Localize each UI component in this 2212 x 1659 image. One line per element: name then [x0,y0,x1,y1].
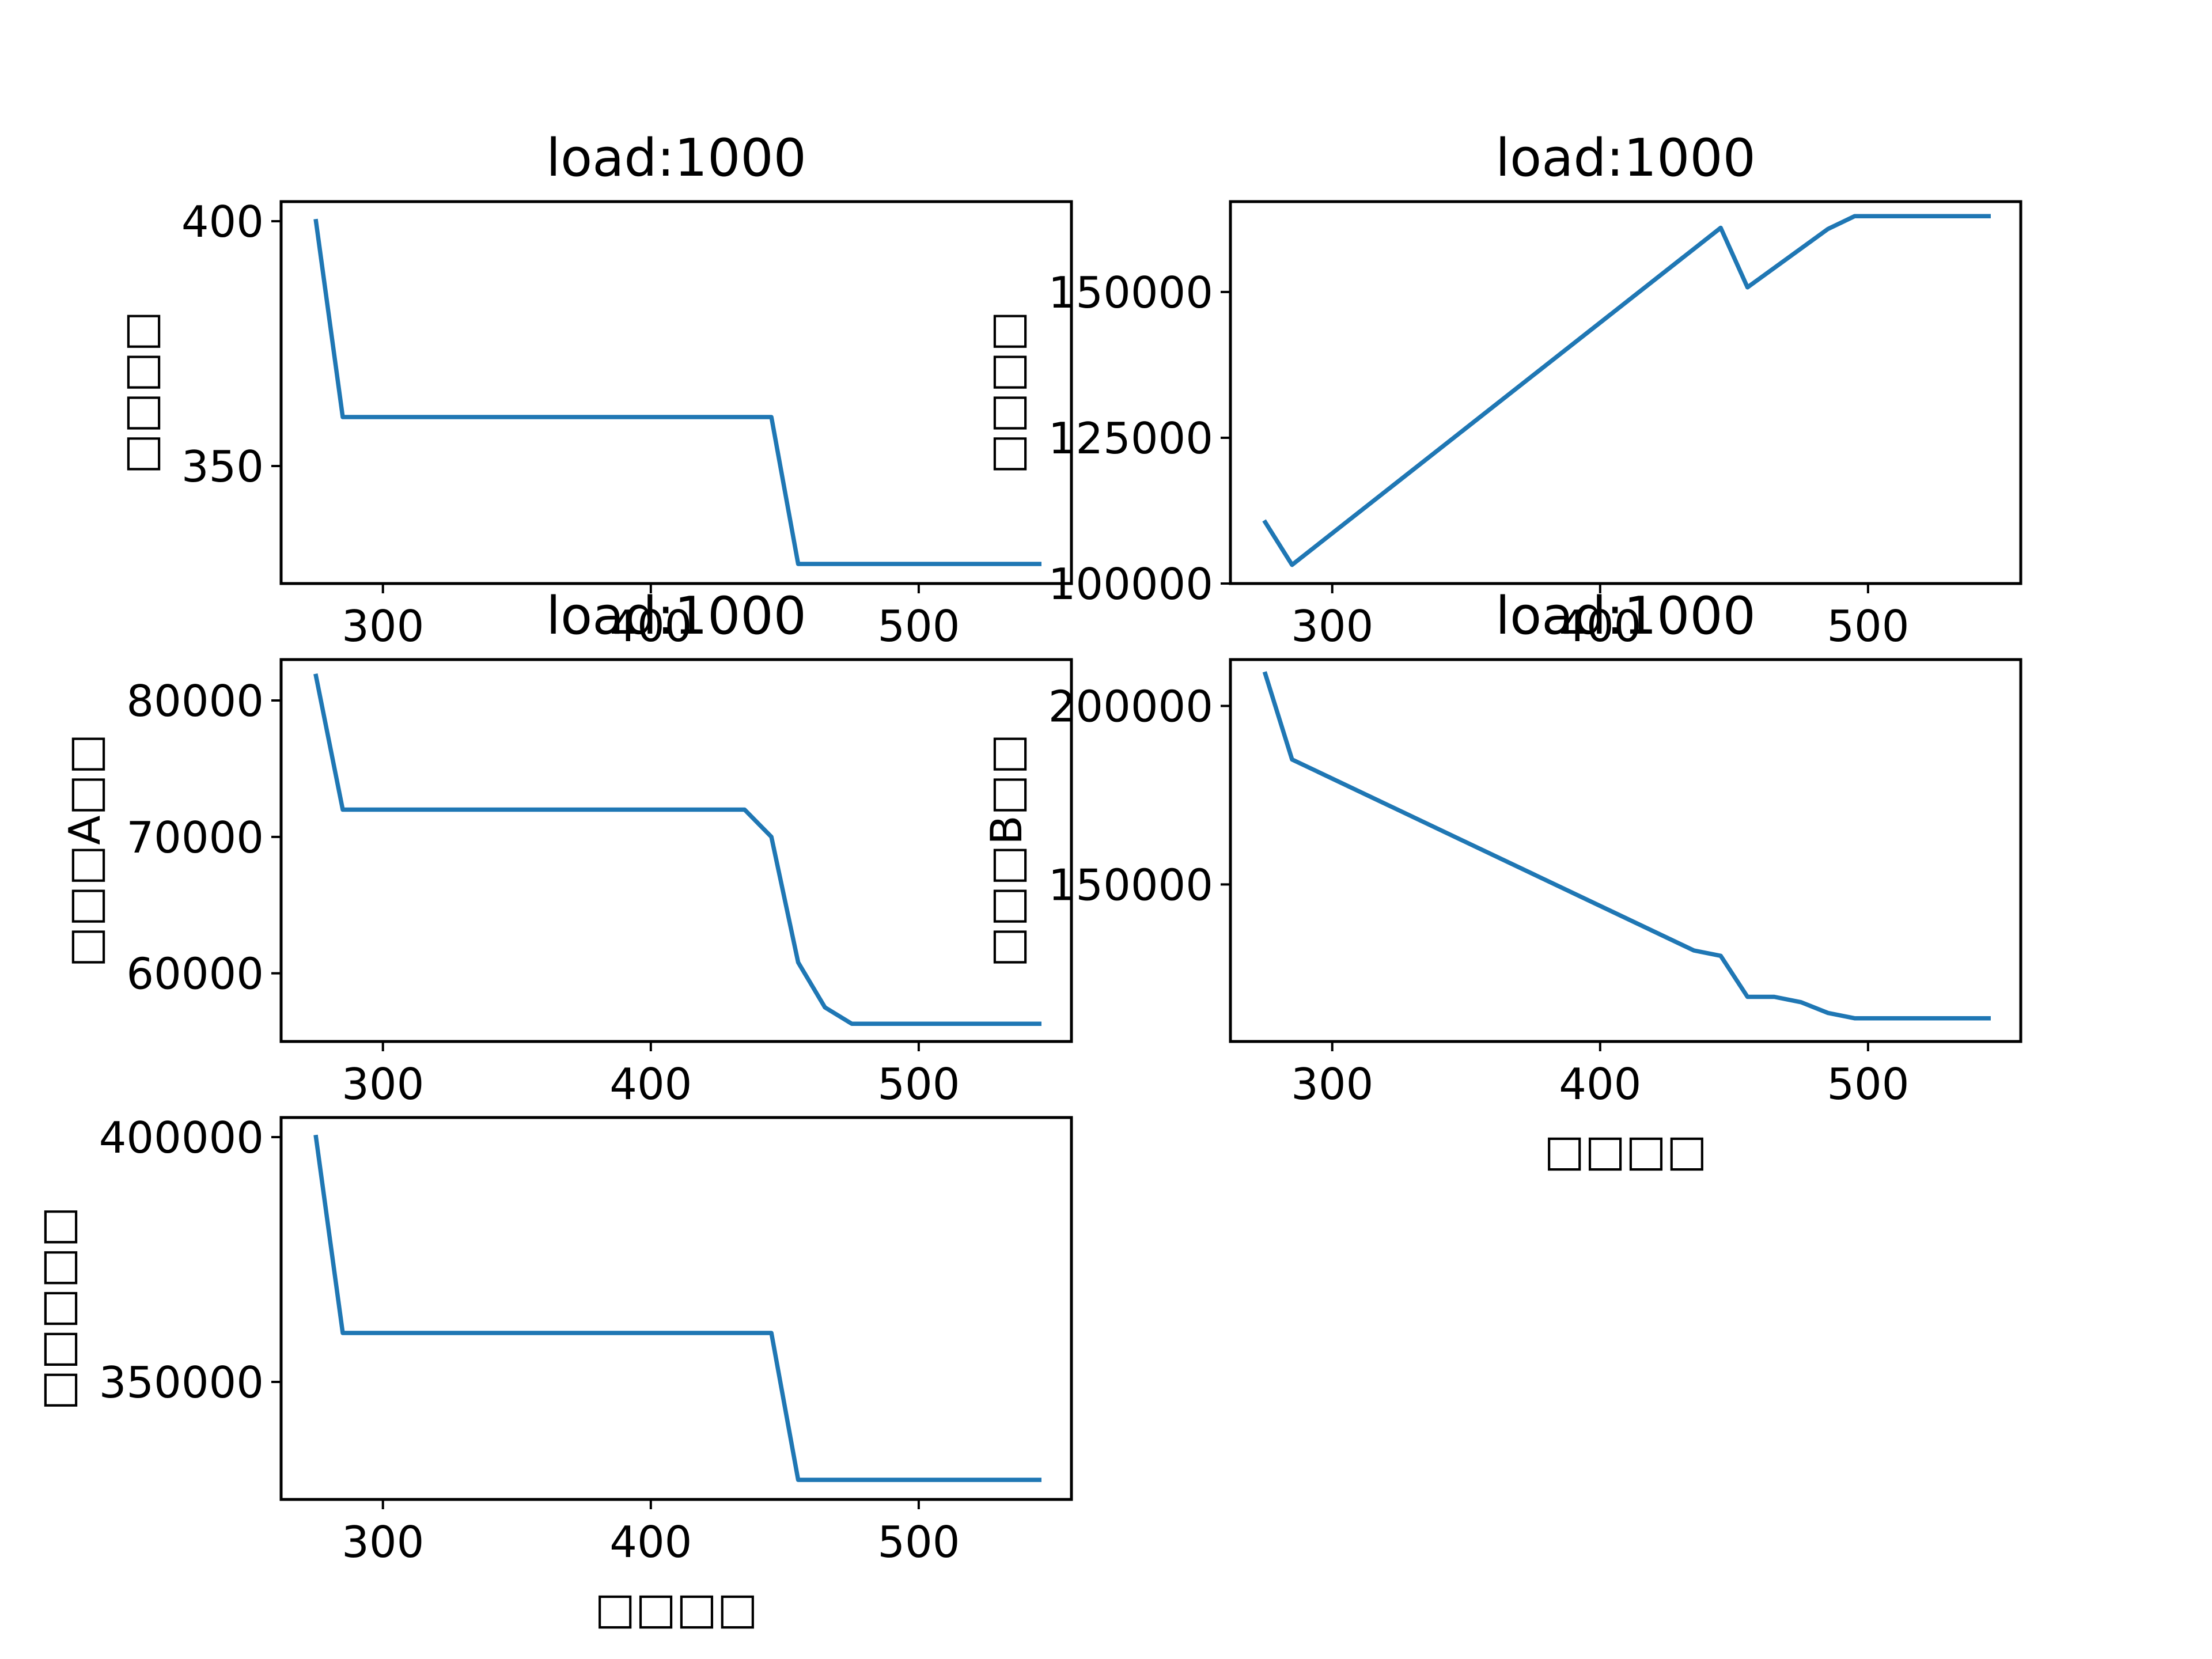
subplot-3-title: load:1000 [546,586,806,646]
subplot-2-axes-frame [1229,200,2022,585]
subplot-1-axes-frame [279,200,1073,585]
subplot-3-x-tick-label-300: 300 [342,1059,424,1109]
subplot-1-x-tick-label-300: 300 [342,601,424,652]
subplot-1-y-tick-label-400: 400 [181,196,264,247]
subplot-5-y-tick-label-350000: 350000 [99,1357,264,1408]
subplot-1-series-line-1 [313,218,1041,566]
subplot-2-series-line-1 [1262,214,1991,567]
subplot-3-series-line-1 [313,673,1041,1026]
subplot-5-axes-frame [279,1116,1073,1501]
subplot-5-x-axis-label: □□□□ [594,1583,757,1634]
subplot-2: 300 400 500 100000 125000 150000 load:1000 □□□□ [981,128,2022,652]
subplot-3-x-tick-label-400: 400 [609,1059,692,1109]
subplot-4-y-tick-label-200000: 200000 [1048,681,1213,732]
subplot-4-x-tick-label-400: 400 [1559,1059,1641,1109]
subplot-4-axes-frame [1229,658,2022,1043]
subplot-1-x-tick-label-400: 400 [609,601,692,652]
subplot-3-y-tick-label-70000: 70000 [126,812,264,863]
subplot-4-series-line-1 [1262,671,1991,1021]
subplot-3-y-axis-label: □□□A□□ [59,734,110,968]
subplot-4-title: load:1000 [1495,586,1756,646]
subplot-2-y-axis-label: □□□□ [981,311,1032,474]
subplot-5-y-tick-label-400000: 400000 [99,1112,264,1163]
subplot-2-x-tick-label-400: 400 [1559,601,1641,652]
subplot-3-y-tick-label-80000: 80000 [126,676,264,726]
subplot-1-x-tick-label-500: 500 [877,601,960,652]
subplot-5-x-tick-label-300: 300 [342,1517,424,1567]
subplot-1-title: load:1000 [546,128,806,188]
subplot-4-y-axis-label: □□□B□□ [981,734,1032,968]
subplot-2-y-tick-label-125000: 125000 [1048,413,1213,464]
subplot-5-x-tick-label-400: 400 [609,1517,692,1567]
subplot-2-x-tick-label-300: 300 [1291,601,1373,652]
subplot-2-y-tick-label-100000: 100000 [1048,559,1213,609]
subplot-2-x-tick-label-500: 500 [1827,601,1909,652]
subplot-4-y-tick-label-150000: 150000 [1048,859,1213,910]
subplot-5-y-axis-label: □□□□□ [32,1206,82,1410]
subplot-2-title: load:1000 [1495,128,1756,188]
subplot-3-axes-frame [279,658,1073,1043]
subplot-4-x-tick-label-300: 300 [1291,1059,1373,1109]
subplot-1-y-tick-label-350: 350 [181,441,264,492]
subplot-3: 300 400 500 60000 70000 80000 load:1000 □□□A□□ [59,586,1073,1109]
subplot-4: 300 400 500 150000 200000 load:1000 □□□□ □□□B□□ [981,586,2022,1176]
subplot-3-x-tick-label-500: 500 [877,1059,960,1109]
subplot-1-y-axis-label: □□□□ [115,311,165,474]
subplot-5-series-line-1 [313,1134,1041,1482]
subplot-4-x-tick-label-500: 500 [1827,1059,1909,1109]
subplot-3-y-tick-label-60000: 60000 [126,949,264,999]
subplot-2-y-tick-label-150000: 150000 [1048,267,1213,318]
subplot-5-x-tick-label-500: 500 [877,1517,960,1567]
subplot-4-x-axis-label: □□□□ [1544,1125,1707,1176]
